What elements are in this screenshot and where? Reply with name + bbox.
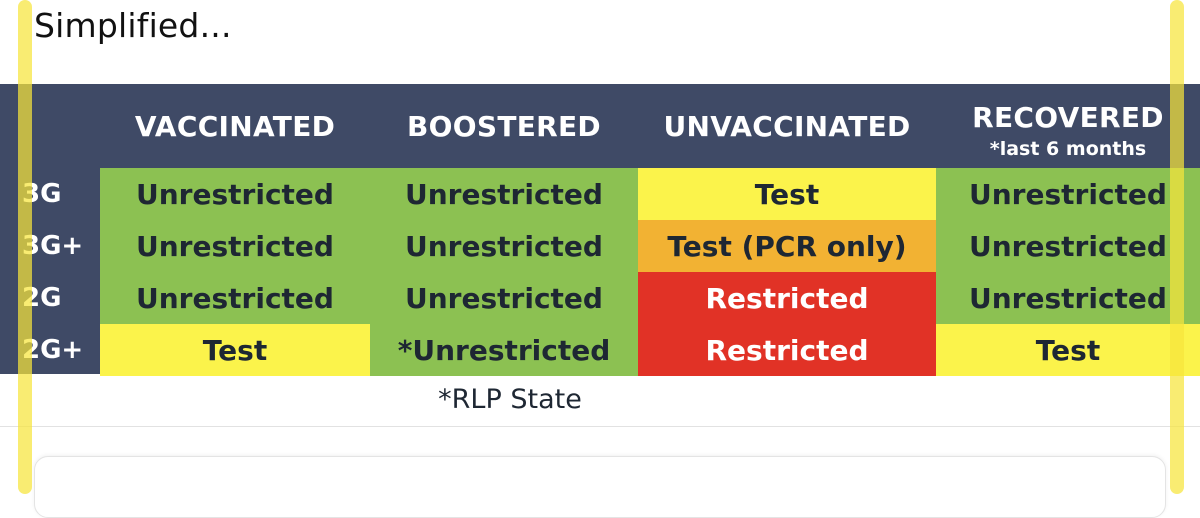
cell-2g-plus-unvaccinated: Restricted <box>638 324 936 376</box>
cell-3g-boostered: Unrestricted <box>370 168 638 220</box>
cell-3g-unvaccinated: Test <box>638 168 936 220</box>
cell-2g-recovered: Unrestricted <box>936 272 1200 324</box>
cell-2g-boostered: Unrestricted <box>370 272 638 324</box>
footnote: *RLP State <box>438 384 582 415</box>
row-label-3g-plus: 3G+ <box>22 231 84 261</box>
status-table: VACCINATED BOOSTERED UNVACCINATED RECOVE… <box>0 84 1200 376</box>
cell-2g-plus-boostered: *Unrestricted <box>370 324 638 376</box>
cell-2g-plus-vaccinated: Test <box>100 324 370 376</box>
divider <box>0 426 1200 427</box>
cell-2g-plus-recovered: Test <box>936 324 1200 376</box>
row-label-3g: 3G <box>22 179 62 209</box>
column-header-label: RECOVERED <box>972 100 1164 134</box>
column-header-note: *last 6 months <box>989 137 1147 160</box>
column-header-label: BOOSTERED <box>407 109 601 143</box>
cell-2g-vaccinated: Unrestricted <box>100 272 370 324</box>
highlighter-mark-right <box>1170 0 1184 494</box>
cell-3g-recovered: Unrestricted <box>936 168 1200 220</box>
row-label-2g-plus: 2G+ <box>22 335 84 365</box>
caption: Simplified... <box>34 6 232 45</box>
highlighter-mark-left <box>18 0 32 494</box>
column-header-label: VACCINATED <box>134 109 336 143</box>
row-label-2g: 2G <box>22 283 62 313</box>
cell-2g-unvaccinated: Restricted <box>638 272 936 324</box>
column-header-boostered: BOOSTERED <box>370 84 638 168</box>
cell-3g-plus-vaccinated: Unrestricted <box>100 220 370 272</box>
cell-3g-plus-unvaccinated: Test (PCR only) <box>638 220 936 272</box>
column-header-label: UNVACCINATED <box>663 109 911 143</box>
cell-3g-plus-recovered: Unrestricted <box>936 220 1200 272</box>
cell-3g-vaccinated: Unrestricted <box>100 168 370 220</box>
column-header-vaccinated: VACCINATED <box>100 84 370 168</box>
content-card[interactable] <box>34 456 1166 518</box>
column-header-recovered: RECOVERED *last 6 months <box>936 84 1200 172</box>
cell-3g-plus-boostered: Unrestricted <box>370 220 638 272</box>
column-header-unvaccinated: UNVACCINATED <box>638 84 936 168</box>
